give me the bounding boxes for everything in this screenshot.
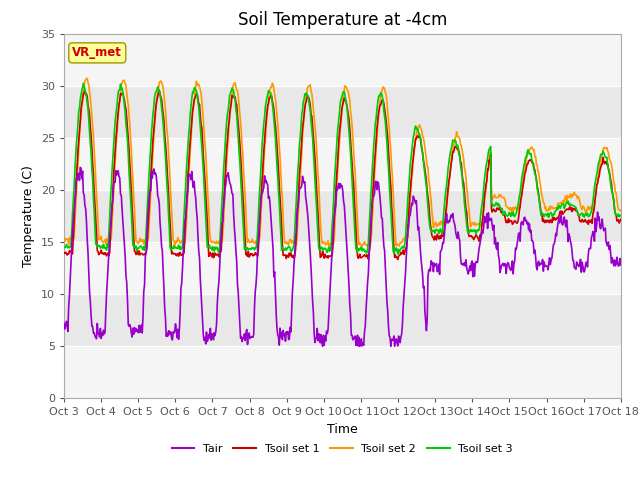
Tsoil set 2: [70, 235, 78, 241]
Tair: [185, 171, 193, 177]
Tsoil set 1: [70, 220, 78, 226]
Tsoil set 1: [617, 216, 625, 222]
Text: VR_met: VR_met: [72, 47, 122, 60]
Tsoil set 2: [617, 208, 625, 214]
Bar: [64, 86, 621, 138]
Tair: [60, 321, 68, 326]
Tsoil set 3: [214, 248, 222, 254]
Bar: [64, 294, 621, 346]
Line: Tsoil set 3: Tsoil set 3: [64, 84, 621, 254]
Bar: [64, 138, 621, 190]
Tsoil set 1: [156, 87, 163, 93]
Tsoil set 1: [60, 250, 68, 256]
Tsoil set 1: [214, 252, 222, 258]
Tair: [76, 165, 84, 170]
Tair: [128, 334, 136, 340]
Line: Tsoil set 2: Tsoil set 2: [64, 78, 621, 248]
Bar: [64, 190, 621, 242]
Tsoil set 2: [428, 208, 436, 214]
Tsoil set 2: [214, 241, 222, 247]
Tair: [412, 201, 419, 206]
Bar: [64, 34, 621, 86]
Tsoil set 3: [128, 227, 136, 232]
Tsoil set 2: [328, 245, 336, 251]
Legend: Tair, Tsoil set 1, Tsoil set 2, Tsoil set 3: Tair, Tsoil set 1, Tsoil set 2, Tsoil se…: [167, 440, 518, 458]
Tair: [70, 209, 78, 215]
Tsoil set 2: [128, 165, 136, 171]
Tsoil set 2: [412, 136, 419, 142]
Tsoil set 3: [70, 185, 78, 191]
Tsoil set 2: [185, 174, 193, 180]
Bar: [64, 346, 621, 398]
Tsoil set 2: [60, 237, 68, 242]
Tair: [428, 261, 436, 267]
Tsoil set 1: [428, 232, 436, 238]
Tair: [319, 343, 326, 349]
X-axis label: Time: Time: [327, 423, 358, 436]
Line: Tair: Tair: [64, 168, 621, 346]
Tair: [214, 287, 222, 293]
Tsoil set 2: [83, 75, 91, 81]
Title: Soil Temperature at -4cm: Soil Temperature at -4cm: [237, 11, 447, 29]
Y-axis label: Temperature (C): Temperature (C): [22, 165, 35, 267]
Tsoil set 1: [185, 162, 193, 168]
Tsoil set 1: [412, 136, 419, 142]
Tsoil set 3: [394, 251, 402, 257]
Line: Tsoil set 1: Tsoil set 1: [64, 90, 621, 260]
Tsoil set 1: [127, 188, 135, 194]
Tsoil set 3: [79, 81, 87, 86]
Tsoil set 3: [412, 123, 419, 129]
Tsoil set 3: [60, 245, 68, 251]
Tsoil set 3: [617, 212, 625, 218]
Tsoil set 1: [394, 257, 402, 263]
Tsoil set 3: [428, 229, 436, 235]
Tsoil set 3: [185, 132, 193, 137]
Bar: [64, 242, 621, 294]
Tair: [617, 262, 625, 268]
